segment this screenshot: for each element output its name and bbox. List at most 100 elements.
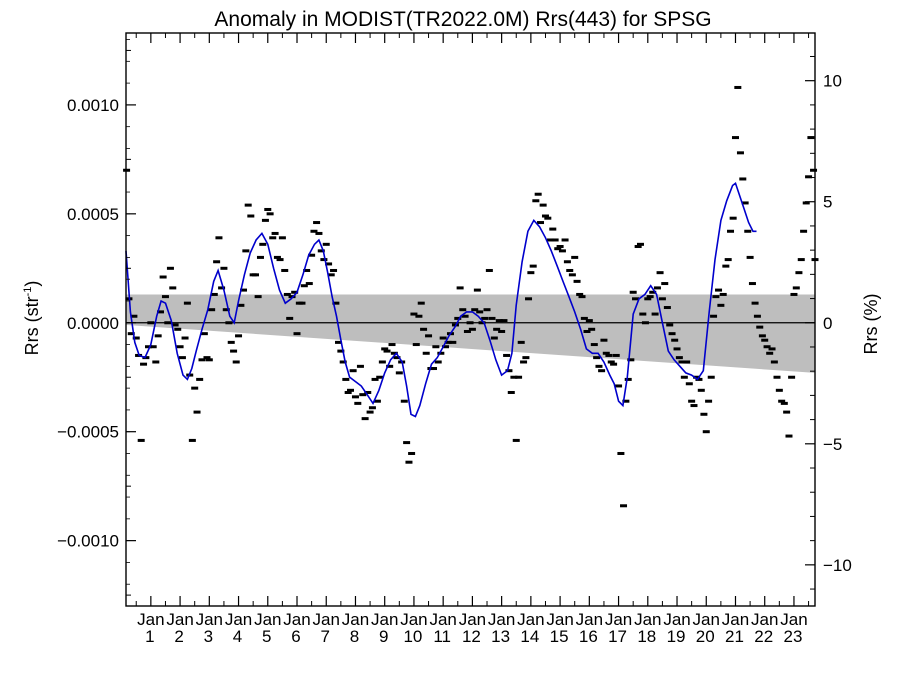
data-point (386, 364, 394, 368)
data-point (393, 356, 401, 360)
data-point (261, 218, 269, 222)
data-point (300, 284, 308, 288)
data-point (320, 258, 328, 262)
data-point (178, 356, 186, 360)
data-point (454, 316, 462, 320)
data-point (498, 329, 506, 333)
data-point (724, 258, 732, 262)
data-point (585, 319, 593, 323)
data-point (532, 199, 540, 203)
data-point (166, 266, 174, 270)
x-tick-label-month: Jan (693, 610, 720, 629)
y-right-tick-label: −10 (823, 556, 852, 575)
data-point (200, 332, 208, 336)
data-point (191, 386, 199, 390)
data-point (556, 245, 564, 249)
data-point (140, 362, 148, 366)
data-point (792, 286, 800, 290)
x-tick-label-month: Jan (283, 610, 310, 629)
x-tick-label-month: Jan (342, 610, 369, 629)
data-point (344, 390, 352, 394)
data-point (359, 393, 367, 397)
data-point (266, 212, 274, 216)
data-point (741, 201, 749, 205)
data-point (235, 334, 243, 338)
data-point (142, 356, 150, 360)
data-point (205, 358, 213, 362)
data-point (251, 273, 259, 277)
data-point (525, 297, 533, 301)
data-point (788, 375, 796, 379)
x-tick-label-year: 20 (696, 627, 715, 646)
data-point (485, 268, 493, 272)
data-point (240, 288, 248, 292)
data-point (558, 249, 566, 253)
data-point (322, 242, 330, 246)
data-point (695, 377, 703, 381)
data-point (335, 340, 343, 344)
data-point (298, 301, 306, 305)
x-tick-label-year: 1 (145, 627, 154, 646)
x-tick-label-year: 22 (754, 627, 773, 646)
data-point (339, 360, 347, 364)
data-point (147, 321, 155, 325)
data-point (400, 399, 408, 403)
data-point (315, 231, 323, 235)
x-tick-label-month: Jan (254, 610, 281, 629)
data-point (161, 295, 169, 299)
smooth-line (125, 181, 757, 418)
data-point (590, 343, 598, 347)
data-point (169, 286, 177, 290)
data-point (702, 430, 710, 434)
data-point (656, 271, 664, 275)
data-point (483, 308, 491, 312)
data-point (510, 375, 518, 379)
data-point (539, 203, 547, 207)
y-axis-right-label: Rrs (%) (861, 294, 881, 355)
data-point (291, 290, 299, 294)
data-point (805, 175, 813, 179)
y-left-tick-label: 0.0005 (67, 205, 119, 224)
x-tick-label-month: Jan (225, 610, 252, 629)
data-point (537, 221, 545, 225)
data-point (381, 347, 389, 351)
data-point (571, 255, 579, 259)
data-point (678, 360, 686, 364)
x-tick-label-month: Jan (546, 610, 573, 629)
x-tick-label-month: Jan (751, 610, 778, 629)
x-tick-label-year: 3 (204, 627, 213, 646)
data-point (717, 303, 725, 307)
smooth-line-layer (125, 181, 757, 418)
data-point (434, 360, 442, 364)
data-point (286, 316, 294, 320)
data-point (317, 249, 325, 253)
x-tick-label-month: Jan (196, 610, 223, 629)
data-point (563, 260, 571, 264)
data-point (244, 203, 252, 207)
data-point (273, 255, 281, 259)
data-point (476, 310, 484, 314)
data-point (802, 201, 810, 205)
data-point (578, 295, 586, 299)
data-point (768, 347, 776, 351)
data-point (408, 451, 416, 455)
y-axis-left-label: Rrs (str-1) (22, 281, 42, 356)
data-point (605, 353, 613, 357)
data-point (739, 177, 747, 181)
data-point (753, 314, 761, 318)
data-point (488, 316, 496, 320)
data-point (164, 321, 172, 325)
data-point (242, 249, 250, 253)
data-point (746, 255, 754, 259)
data-point (383, 349, 391, 353)
data-point (232, 360, 240, 364)
data-point (188, 438, 196, 442)
x-tick-label-month: Jan (605, 610, 632, 629)
data-point (463, 329, 471, 333)
data-point (651, 312, 659, 316)
data-point (420, 327, 428, 331)
data-point (405, 460, 413, 464)
data-point (500, 319, 508, 323)
data-point (744, 229, 752, 233)
data-point (634, 245, 642, 249)
